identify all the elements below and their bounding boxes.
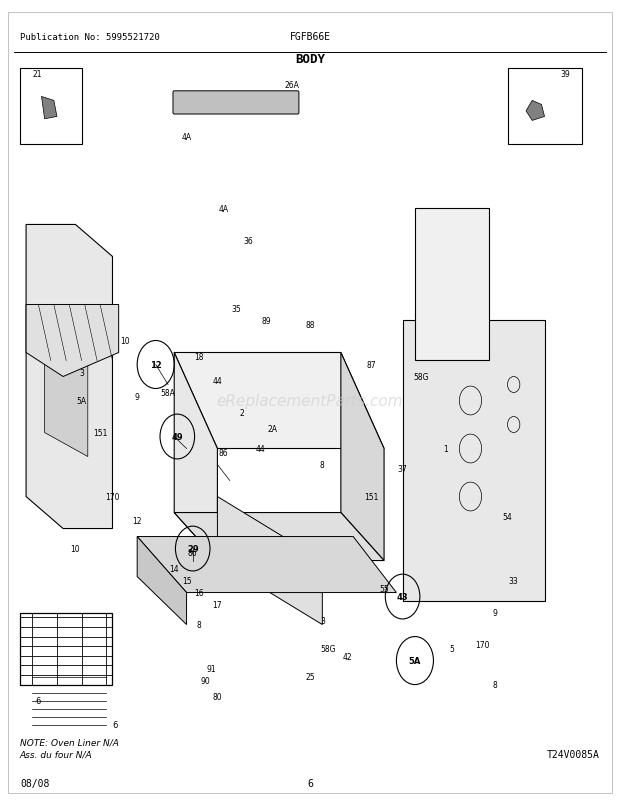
Text: 2: 2 bbox=[240, 408, 244, 418]
Text: 151: 151 bbox=[93, 428, 107, 437]
Text: 14: 14 bbox=[169, 565, 179, 573]
Text: 49: 49 bbox=[172, 432, 183, 441]
Text: 8: 8 bbox=[493, 680, 497, 689]
Polygon shape bbox=[137, 537, 396, 593]
Text: 12: 12 bbox=[133, 516, 142, 525]
Polygon shape bbox=[341, 353, 384, 561]
Text: 25: 25 bbox=[305, 672, 315, 681]
Text: 15: 15 bbox=[182, 577, 192, 585]
Polygon shape bbox=[415, 209, 489, 361]
Text: 2A: 2A bbox=[268, 424, 278, 433]
Text: 12: 12 bbox=[150, 361, 162, 370]
Text: 58A: 58A bbox=[161, 388, 175, 398]
Text: Publication No: 5995521720: Publication No: 5995521720 bbox=[20, 33, 160, 42]
Text: 18: 18 bbox=[194, 353, 203, 362]
Text: 5A: 5A bbox=[76, 396, 87, 406]
Text: 17: 17 bbox=[213, 601, 222, 610]
Text: 3: 3 bbox=[320, 616, 325, 626]
Polygon shape bbox=[218, 497, 322, 625]
Polygon shape bbox=[42, 97, 57, 119]
Text: 55: 55 bbox=[379, 585, 389, 593]
Polygon shape bbox=[402, 321, 544, 601]
Text: 80: 80 bbox=[213, 692, 222, 701]
Polygon shape bbox=[26, 225, 112, 529]
Text: 26A: 26A bbox=[284, 81, 299, 90]
Text: 87: 87 bbox=[367, 361, 376, 370]
Text: 89: 89 bbox=[262, 317, 272, 326]
Text: 170: 170 bbox=[105, 492, 120, 501]
Text: 86: 86 bbox=[219, 448, 228, 457]
Text: 6: 6 bbox=[36, 696, 41, 705]
Text: 8: 8 bbox=[197, 620, 202, 630]
Text: T24V0085A: T24V0085A bbox=[547, 748, 600, 759]
Polygon shape bbox=[137, 537, 187, 625]
Text: 39: 39 bbox=[560, 71, 570, 79]
Text: 58G: 58G bbox=[321, 644, 336, 654]
Text: 44: 44 bbox=[213, 376, 223, 386]
Text: 9: 9 bbox=[493, 608, 498, 618]
Text: 6: 6 bbox=[112, 720, 118, 729]
Text: 43: 43 bbox=[397, 593, 409, 602]
Text: 10: 10 bbox=[71, 545, 80, 553]
Text: 10: 10 bbox=[120, 337, 130, 346]
Text: 21: 21 bbox=[32, 71, 42, 79]
Text: eReplacementParts.com: eReplacementParts.com bbox=[216, 394, 404, 408]
Text: 5A: 5A bbox=[409, 656, 421, 665]
Text: 42: 42 bbox=[342, 652, 352, 661]
Text: 86: 86 bbox=[188, 549, 198, 557]
Text: 37: 37 bbox=[397, 464, 407, 473]
Text: 4A: 4A bbox=[182, 133, 192, 142]
Text: 9: 9 bbox=[135, 392, 140, 402]
Polygon shape bbox=[26, 305, 118, 377]
Text: 16: 16 bbox=[194, 589, 204, 597]
Text: 88: 88 bbox=[305, 321, 315, 330]
Text: 1: 1 bbox=[443, 444, 448, 453]
Text: 91: 91 bbox=[206, 664, 216, 673]
Text: 5: 5 bbox=[450, 644, 454, 654]
Text: Ass. du four N/A: Ass. du four N/A bbox=[20, 750, 92, 759]
Polygon shape bbox=[174, 353, 218, 561]
Text: NOTE: Oven Liner N/A: NOTE: Oven Liner N/A bbox=[20, 738, 119, 747]
Polygon shape bbox=[526, 101, 544, 121]
Text: 08/08: 08/08 bbox=[20, 778, 49, 788]
Text: 6: 6 bbox=[307, 778, 313, 788]
Text: 35: 35 bbox=[231, 305, 241, 314]
Text: 3: 3 bbox=[79, 369, 84, 378]
Text: 151: 151 bbox=[365, 492, 379, 501]
Text: 29: 29 bbox=[187, 545, 198, 553]
Polygon shape bbox=[174, 513, 384, 561]
Text: 8: 8 bbox=[320, 460, 325, 469]
Text: 54: 54 bbox=[503, 512, 512, 521]
Text: 4A: 4A bbox=[218, 205, 229, 213]
Text: 90: 90 bbox=[200, 676, 210, 685]
Polygon shape bbox=[45, 305, 88, 457]
Text: 170: 170 bbox=[476, 640, 490, 650]
Text: FGFB66E: FGFB66E bbox=[290, 32, 330, 43]
Polygon shape bbox=[174, 353, 384, 449]
Bar bbox=[508, 69, 582, 145]
FancyBboxPatch shape bbox=[173, 91, 299, 115]
Bar bbox=[20, 69, 82, 145]
Text: 58G: 58G bbox=[414, 372, 429, 382]
Text: 33: 33 bbox=[509, 577, 518, 585]
Text: BODY: BODY bbox=[295, 54, 325, 67]
Text: 44: 44 bbox=[255, 444, 265, 453]
Text: 36: 36 bbox=[244, 237, 253, 245]
